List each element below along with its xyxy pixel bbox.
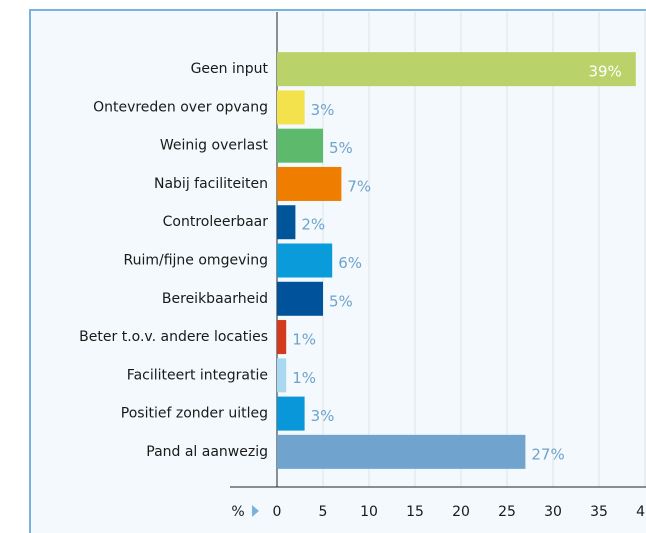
value-label: 5%: [329, 292, 353, 310]
y-tick-label: Positief zonder uitleg: [121, 406, 268, 422]
value-label: 7%: [347, 177, 371, 195]
bar: [277, 281, 323, 316]
y-tick-label: Weinig overlast: [160, 138, 269, 154]
x-tick-label: 40: [636, 504, 646, 520]
y-tick-label: Faciliteert integratie: [127, 367, 268, 383]
y-tick-label: Beter t.o.v. andere locaties: [79, 329, 268, 345]
y-tick-label: Nabij faciliteiten: [154, 176, 268, 192]
x-axis-label: %: [231, 504, 244, 520]
x-tick-label: 30: [544, 504, 562, 520]
y-tick-label: Bereikbaarheid: [162, 291, 268, 307]
value-label: 5%: [329, 139, 353, 157]
bar: [277, 358, 287, 393]
y-tick-label: Ruim/fijne omgeving: [124, 253, 269, 269]
value-label: 39%: [588, 63, 621, 81]
x-tick-label: 25: [498, 504, 516, 520]
y-tick-label: Pand al aanwezig: [146, 444, 268, 460]
bar: [277, 128, 323, 163]
x-tick-label: 15: [406, 504, 424, 520]
value-label: 6%: [338, 254, 362, 272]
bar: [277, 52, 636, 87]
value-label: 3%: [311, 101, 335, 119]
value-label: 3%: [311, 407, 335, 425]
axis-arrow: [252, 505, 259, 517]
bar: [277, 396, 305, 431]
x-tick-label: 10: [360, 504, 378, 520]
x-tick-label: 35: [590, 504, 608, 520]
y-tick-label: Controleerbaar: [163, 214, 269, 230]
bar: [277, 90, 305, 125]
y-tick-label: Ontevreden over opvang: [93, 99, 268, 115]
x-tick-label: 0: [273, 504, 282, 520]
value-label: 2%: [301, 216, 325, 234]
value-label: 27%: [531, 445, 564, 463]
bar: [277, 320, 287, 355]
x-tick-label: 5: [319, 504, 328, 520]
bar: [277, 243, 333, 278]
x-tick-label: 20: [452, 504, 470, 520]
bar: [277, 205, 296, 240]
bar: [277, 434, 526, 469]
value-label: 1%: [292, 369, 316, 387]
y-tick-label: Geen input: [191, 61, 269, 77]
bar: [277, 166, 342, 201]
value-label: 1%: [292, 331, 316, 349]
